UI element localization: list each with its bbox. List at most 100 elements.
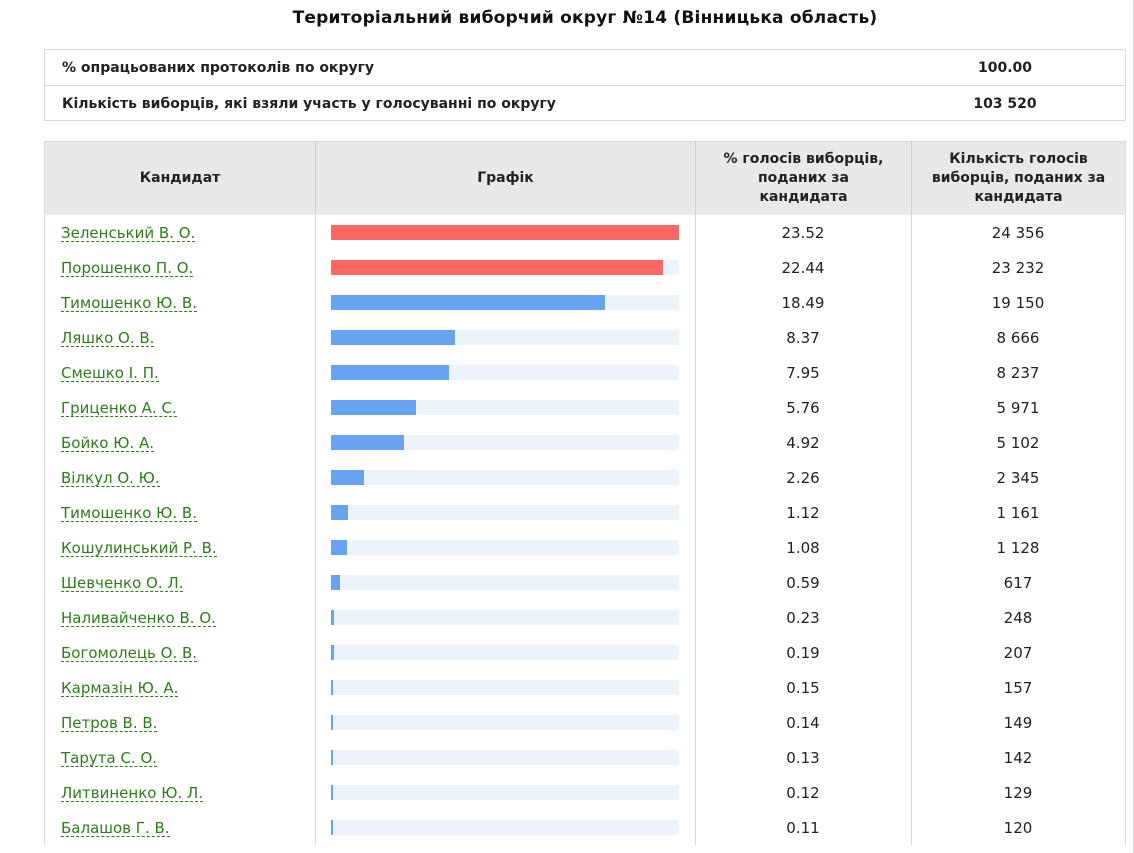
- candidate-link[interactable]: Порошенко П. О.: [61, 259, 194, 277]
- candidate-link[interactable]: Кошулинський Р. В.: [61, 539, 217, 557]
- votes-value: 2 345: [996, 469, 1040, 487]
- percent-value: 0.14: [786, 714, 820, 732]
- bar-track: [331, 680, 679, 695]
- candidate-link[interactable]: Кармазін Ю. А.: [61, 679, 179, 697]
- table-row: Балашов Г. В. 0.11 120: [45, 810, 1125, 845]
- table-row: Тарута С. О. 0.13 142: [45, 740, 1125, 775]
- votes-value: 19 150: [991, 294, 1045, 312]
- candidate-link[interactable]: Тарута С. О.: [61, 749, 158, 767]
- table-row: Петров В. В. 0.14 149: [45, 705, 1125, 740]
- bar-mark: [331, 645, 334, 660]
- bar-mark: [331, 680, 333, 695]
- bar-mark: [331, 470, 364, 485]
- bar-track: [331, 435, 679, 450]
- candidate-link[interactable]: Бойко Ю. А.: [61, 434, 154, 452]
- candidate-link[interactable]: Шевченко О. Л.: [61, 574, 184, 592]
- bar-mark: [331, 820, 333, 835]
- bar-track: [331, 260, 679, 275]
- table-row: Наливайченко В. О. 0.23 248: [45, 600, 1125, 635]
- page-title: Територіальний виборчий округ №14 (Вінни…: [292, 8, 878, 28]
- candidate-link[interactable]: Балашов Г. В.: [61, 819, 170, 837]
- percent-value: 0.13: [786, 749, 820, 767]
- bar-track: [331, 505, 679, 520]
- votes-value: 5 102: [996, 434, 1040, 452]
- candidate-link[interactable]: Петров В. В.: [61, 714, 158, 732]
- bar-mark: [331, 750, 333, 765]
- bar-track: [331, 295, 679, 310]
- bar-track: [331, 785, 679, 800]
- bar-track: [331, 365, 679, 380]
- percent-value: 0.59: [786, 574, 820, 592]
- percent-value: 18.49: [781, 294, 825, 312]
- table-row: Тимошенко Ю. В. 18.49 19 150: [45, 285, 1125, 320]
- votes-value: 8 666: [996, 329, 1040, 347]
- candidate-link[interactable]: Тимошенко Ю. В.: [61, 294, 197, 312]
- candidate-link[interactable]: Гриценко А. С.: [61, 399, 177, 417]
- candidate-link[interactable]: Ляшко О. В.: [61, 329, 155, 347]
- bar-track: [331, 330, 679, 345]
- table-row: Зеленський В. О. 23.52 24 356: [45, 215, 1125, 250]
- votes-value: 120: [1003, 819, 1033, 837]
- summary-row-protocols: % опрацьованих протоколів по округу 100.…: [45, 50, 1125, 85]
- candidate-link[interactable]: Наливайченко В. О.: [61, 609, 216, 627]
- table-row: Шевченко О. Л. 0.59 617: [45, 565, 1125, 600]
- bar-track: [331, 715, 679, 730]
- table-row: Ляшко О. В. 8.37 8 666: [45, 320, 1125, 355]
- candidate-link[interactable]: Зеленський В. О.: [61, 224, 196, 242]
- table-row: Тимошенко Ю. В. 1.12 1 161: [45, 495, 1125, 530]
- percent-value: 1.12: [786, 504, 820, 522]
- votes-value: 617: [1003, 574, 1033, 592]
- table-body: Зеленський В. О. 23.52 24 356 Порошенко П. …: [45, 215, 1125, 845]
- candidate-link[interactable]: Богомолець О. В.: [61, 644, 198, 662]
- column-divider: [911, 215, 912, 845]
- table-row: Кошулинський Р. В. 1.08 1 128: [45, 530, 1125, 565]
- percent-value: 22.44: [781, 259, 825, 277]
- table-row: Богомолець О. В. 0.19 207: [45, 635, 1125, 670]
- percent-value: 8.37: [786, 329, 820, 347]
- votes-value: 157: [1003, 679, 1033, 697]
- header-candidate: Кандидат: [139, 170, 221, 186]
- bar-track: [331, 225, 679, 240]
- bar-mark: [331, 225, 679, 240]
- votes-value: 248: [1003, 609, 1033, 627]
- column-divider: [315, 215, 316, 845]
- bar-mark: [331, 260, 663, 275]
- table-row: Вілкул О. Ю. 2.26 2 345: [45, 460, 1125, 495]
- candidate-link[interactable]: Вілкул О. Ю.: [61, 469, 160, 487]
- votes-value: 23 232: [991, 259, 1045, 277]
- bar-mark: [331, 540, 347, 555]
- bar-track: [331, 645, 679, 660]
- summary-label: % опрацьованих протоколів по округу: [62, 60, 375, 76]
- bar-mark: [331, 575, 340, 590]
- summary-value: 103 520: [973, 96, 1037, 112]
- header-votes-label: Кількість голосів виборців, поданих за к…: [931, 151, 1106, 205]
- results-table: Кандидат Графік % голосів виборців, пода…: [44, 141, 1126, 845]
- table-row: Смешко І. П. 7.95 8 237: [45, 355, 1125, 390]
- bar-mark: [331, 365, 449, 380]
- bar-track: [331, 750, 679, 765]
- table-row: Литвиненко Ю. Л. 0.12 129: [45, 775, 1125, 810]
- votes-value: 149: [1003, 714, 1033, 732]
- header-percent: % голосів виборців, поданих за кандидата: [695, 142, 911, 215]
- candidate-link[interactable]: Тимошенко Ю. В.: [61, 504, 197, 522]
- votes-value: 129: [1003, 784, 1033, 802]
- table-row: Кармазін Ю. А. 0.15 157: [45, 670, 1125, 705]
- percent-value: 0.12: [786, 784, 820, 802]
- column-divider: [695, 215, 696, 845]
- bar-track: [331, 400, 679, 415]
- percent-value: 1.08: [786, 539, 820, 557]
- bar-track: [331, 540, 679, 555]
- percent-value: 2.26: [786, 469, 820, 487]
- candidate-link[interactable]: Литвиненко Ю. Л.: [61, 784, 203, 802]
- bar-mark: [331, 330, 455, 345]
- bar-mark: [331, 400, 416, 415]
- votes-value: 207: [1003, 644, 1033, 662]
- percent-value: 23.52: [781, 224, 825, 242]
- candidate-link[interactable]: Смешко І. П.: [61, 364, 159, 382]
- bar-mark: [331, 610, 334, 625]
- votes-value: 142: [1003, 749, 1033, 767]
- bar-track: [331, 610, 679, 625]
- bar-mark: [331, 785, 333, 800]
- percent-value: 5.76: [786, 399, 820, 417]
- votes-value: 24 356: [991, 224, 1045, 242]
